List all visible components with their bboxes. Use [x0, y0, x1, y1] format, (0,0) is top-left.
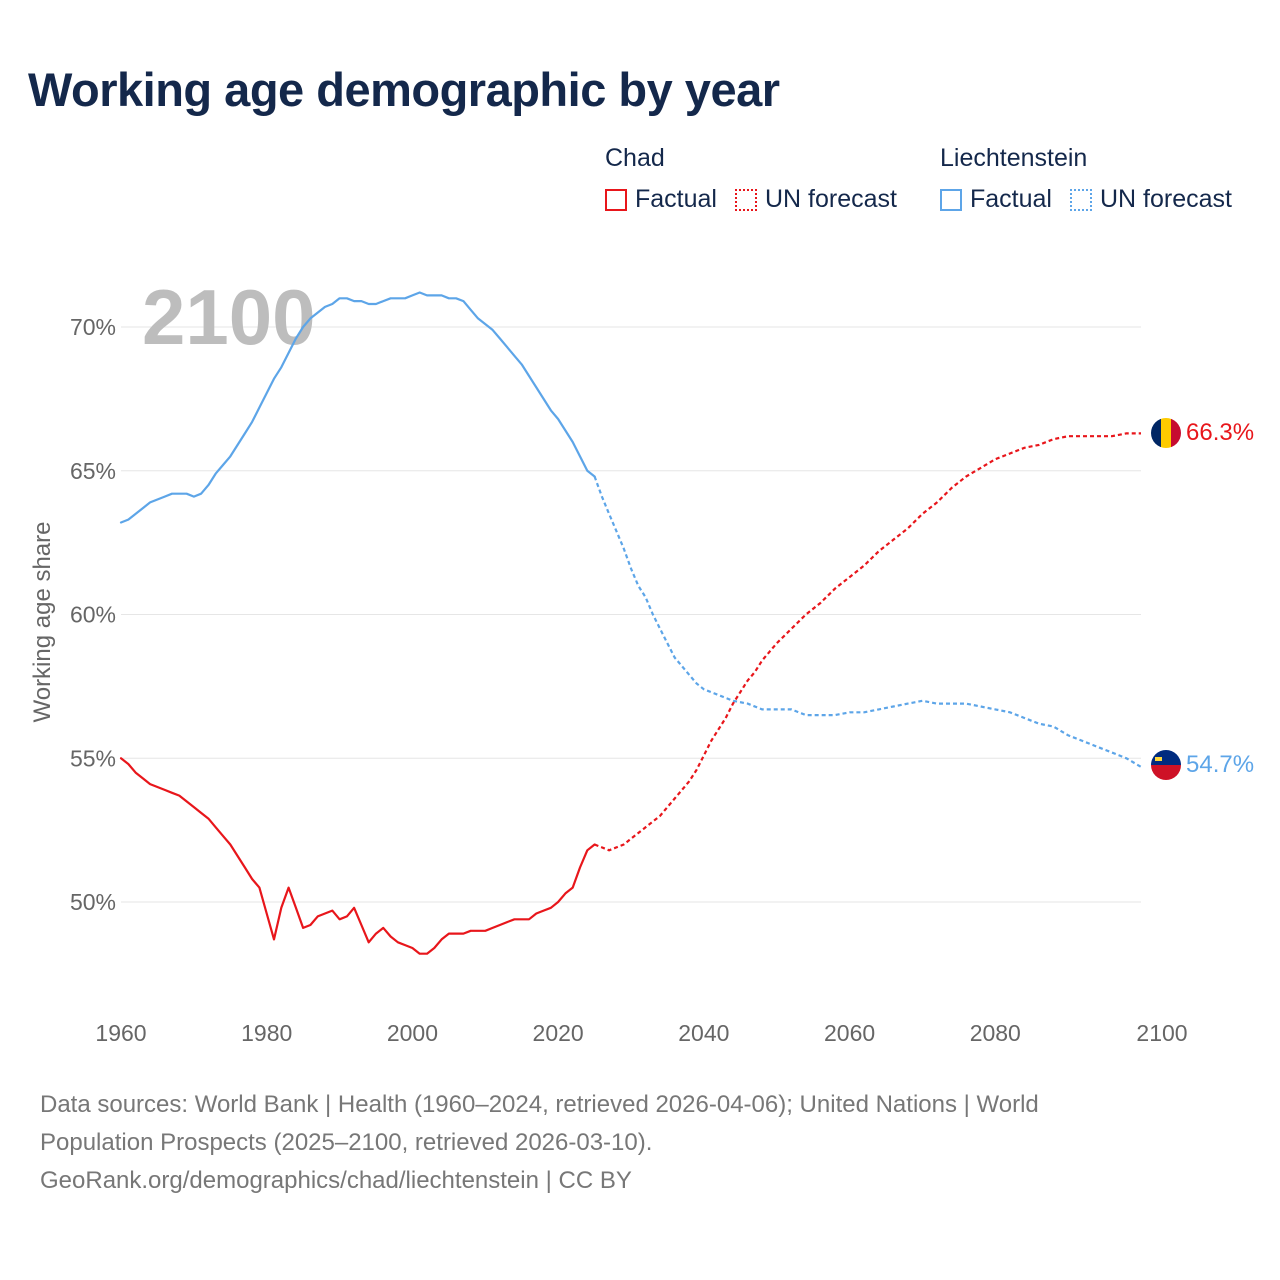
legend-group-name: Chad: [605, 144, 665, 172]
series-line-liechtenstein-factual: [119, 291, 596, 524]
footer-line: GeoRank.org/demographics/chad/liechtenst…: [40, 1167, 632, 1194]
y-tick-label: 65%: [70, 458, 116, 484]
legend-label: UN forecast: [1099, 185, 1232, 213]
x-tick-label: 2100: [1136, 1020, 1187, 1046]
y-tick-label: 55%: [70, 745, 116, 771]
x-tick-label: 1960: [95, 1020, 146, 1046]
series-lines: [119, 291, 1142, 955]
liechtenstein-flag-icon: [1151, 750, 1181, 780]
chart-title: Working age demographic by year: [28, 63, 780, 116]
end-label-chad: 66.3%: [1186, 419, 1254, 446]
x-tick-label: 2060: [824, 1020, 875, 1046]
series-line-chad-factual: [119, 757, 596, 955]
legend-swatch-solid: [605, 188, 627, 211]
x-axis-ticks: 1960 1980 2000 2020 2040 2060 2080 2100: [95, 1020, 1187, 1046]
legend-group-chad: Chad Factual UN forecast: [605, 144, 915, 214]
footer-line: Population Prospects (2025–2100, retriev…: [40, 1129, 653, 1156]
y-axis-ticks: 50% 55% 60% 65% 70%: [70, 314, 116, 915]
legend-item-liechtenstein-forecast[interactable]: UN forecast: [1069, 185, 1232, 214]
year-watermark: 2100: [142, 273, 316, 361]
x-tick-label: 1980: [241, 1020, 292, 1046]
legend-swatch-solid: [940, 188, 962, 211]
x-tick-label: 2080: [970, 1020, 1021, 1046]
legend-label: Factual: [635, 185, 717, 213]
legend-group-liechtenstein: Liechtenstein Factual UN forecast: [940, 144, 1250, 214]
y-tick-label: 50%: [70, 889, 116, 915]
y-axis-label: Working age share: [29, 522, 56, 723]
x-tick-label: 2020: [533, 1020, 584, 1046]
series-line-liechtenstein-forecast: [593, 476, 1142, 768]
series-line-chad-forecast: [594, 432, 1141, 852]
gridlines: [121, 326, 1141, 903]
legend-swatch-dotted: [1069, 188, 1092, 211]
legend-item-liechtenstein-factual[interactable]: Factual: [940, 185, 1052, 214]
legend-item-chad-factual[interactable]: Factual: [605, 185, 717, 214]
legend-swatch-dotted: [734, 188, 757, 211]
chad-flag-icon: [1151, 418, 1181, 448]
legend-label: UN forecast: [764, 185, 897, 213]
x-tick-label: 2040: [678, 1020, 729, 1046]
y-tick-label: 70%: [70, 314, 116, 340]
x-tick-label: 2000: [387, 1020, 438, 1046]
footer-sources: Data sources: World Bank | Health (1960–…: [40, 1086, 1240, 1200]
legend-item-chad-forecast[interactable]: UN forecast: [734, 185, 897, 214]
legend-group-name: Liechtenstein: [940, 144, 1088, 172]
y-tick-label: 60%: [70, 602, 116, 628]
footer-line: Data sources: World Bank | Health (1960–…: [40, 1091, 1039, 1118]
legend-label: Factual: [970, 185, 1052, 213]
end-label-liechtenstein: 54.7%: [1186, 751, 1254, 778]
